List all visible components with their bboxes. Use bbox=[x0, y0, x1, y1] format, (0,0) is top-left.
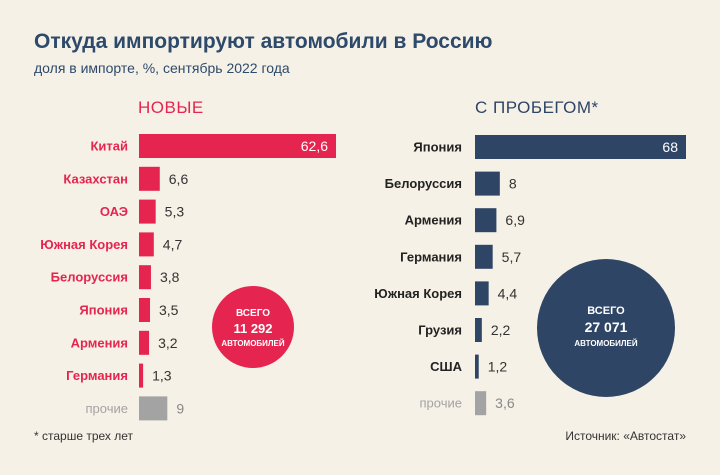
data-label: 4,4 bbox=[498, 285, 518, 301]
bar bbox=[475, 281, 489, 306]
footnote: * старше трех лет bbox=[34, 429, 134, 443]
category-label: Белоруссия bbox=[385, 176, 462, 191]
category-label: Грузия bbox=[418, 323, 462, 338]
category-label: прочие bbox=[420, 396, 462, 411]
category-label: Армения bbox=[405, 213, 462, 228]
category-label: Япония bbox=[79, 303, 128, 318]
total-badge bbox=[212, 286, 294, 368]
data-label: 3,6 bbox=[495, 395, 515, 411]
category-label: Южная Корея bbox=[374, 286, 462, 301]
data-label: 8 bbox=[509, 176, 517, 192]
bar bbox=[139, 232, 154, 257]
data-label: 68 bbox=[662, 139, 678, 155]
data-label: 1,2 bbox=[488, 359, 508, 375]
category-label: Армения bbox=[71, 335, 128, 350]
data-label: 62,6 bbox=[301, 138, 328, 154]
data-label: 3,8 bbox=[160, 269, 180, 285]
bar bbox=[475, 391, 487, 416]
chart-subtitle: доля в импорте, %, сентябрь 2022 года bbox=[34, 60, 290, 76]
bar bbox=[475, 208, 497, 233]
bar bbox=[139, 134, 336, 158]
bar bbox=[139, 199, 156, 224]
category-label: ОАЭ bbox=[100, 204, 128, 219]
data-label: 6,9 bbox=[505, 212, 525, 228]
panel-title-used: С ПРОБЕГОМ* bbox=[475, 98, 599, 117]
source-note: Источник: «Автостат» bbox=[565, 429, 686, 443]
total-unit: АВТОМОБИЛЕЙ bbox=[221, 339, 284, 348]
data-label: 3,2 bbox=[158, 335, 178, 351]
bar bbox=[139, 330, 150, 355]
bar bbox=[475, 318, 482, 342]
panel-title-new: НОВЫЕ bbox=[138, 98, 204, 117]
data-label: 1,3 bbox=[152, 368, 172, 384]
total-label: ВСЕГО bbox=[587, 305, 625, 317]
bar bbox=[475, 354, 479, 379]
data-label: 3,5 bbox=[159, 302, 179, 318]
data-label: 2,2 bbox=[491, 322, 511, 338]
category-label: Германия bbox=[66, 368, 128, 383]
category-label: Япония bbox=[413, 140, 462, 155]
bar bbox=[475, 244, 493, 269]
chart-title: Откуда импортируют автомобили в Россию bbox=[34, 30, 493, 53]
category-label: Белоруссия bbox=[51, 270, 128, 285]
total-value: 27 071 bbox=[585, 319, 628, 335]
bar bbox=[475, 135, 686, 159]
category-label: прочие bbox=[86, 401, 128, 416]
total-label: ВСЕГО bbox=[236, 308, 270, 319]
bar bbox=[139, 166, 160, 191]
total-value: 11 292 bbox=[233, 321, 272, 336]
data-label: 6,6 bbox=[169, 171, 189, 187]
data-label: 5,7 bbox=[502, 249, 522, 265]
bar bbox=[139, 363, 144, 388]
category-label: Казахстан bbox=[63, 171, 128, 186]
total-unit: АВТОМОБИЛЕЙ bbox=[574, 339, 637, 348]
data-label: 5,3 bbox=[165, 204, 185, 220]
data-label: 9 bbox=[176, 400, 184, 416]
category-label: США bbox=[430, 359, 462, 374]
bar bbox=[139, 265, 151, 290]
bar bbox=[475, 171, 500, 196]
category-label: Южная Корея bbox=[40, 237, 128, 252]
bar bbox=[139, 298, 151, 322]
total-badge bbox=[537, 259, 675, 397]
bar bbox=[139, 396, 168, 421]
category-label: Германия bbox=[400, 249, 462, 264]
category-label: Китай bbox=[90, 139, 128, 154]
data-label: 4,7 bbox=[163, 236, 183, 252]
